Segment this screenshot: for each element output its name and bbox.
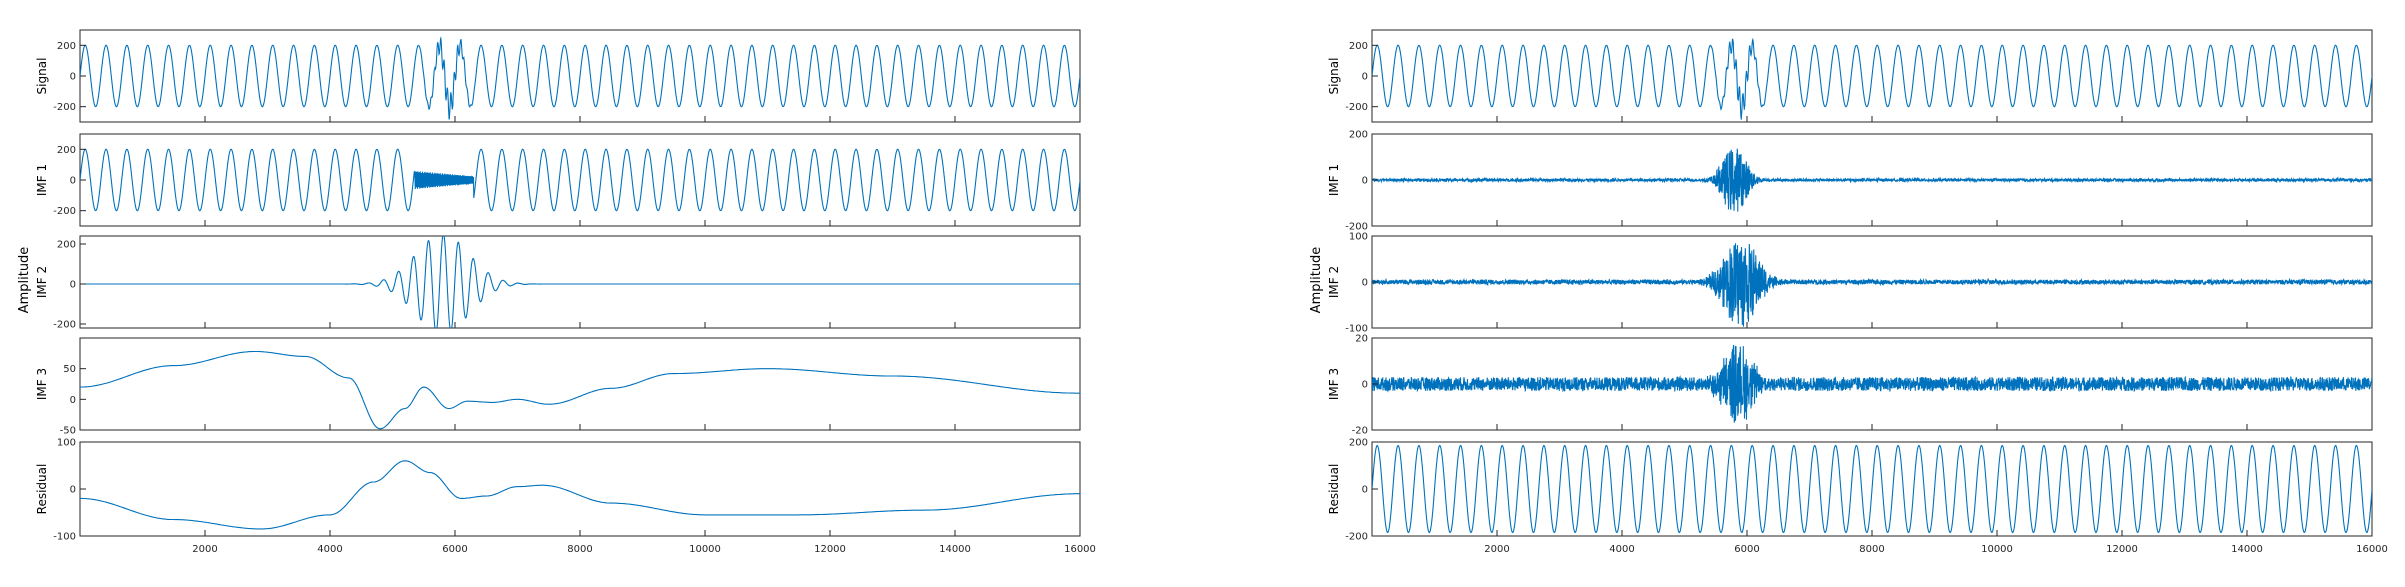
x-tick-label: 16000 [1064, 544, 1096, 555]
y-tick-label: 100 [57, 438, 76, 449]
axes-box [79, 441, 1081, 537]
x-tick-label: 10000 [689, 544, 721, 555]
x-tick-label: 10000 [1981, 544, 2013, 555]
y-tick-label: 200 [1349, 41, 1368, 52]
series-line [80, 148, 1080, 212]
left-shared-ylabel: Amplitude [17, 247, 32, 314]
x-tick-label: 12000 [814, 544, 846, 555]
subplot-ylabel: IMF 3 [35, 368, 49, 400]
series-line [1372, 148, 2372, 212]
subplot-ylabel: IMF 2 [35, 266, 49, 298]
y-tick-label: -20 [1352, 426, 1368, 437]
series-line [80, 460, 1080, 530]
y-tick-label: 0 [1362, 485, 1368, 496]
y-tick-label: 0 [1362, 380, 1368, 391]
subplot-4: -50 0 50 IMF 3 [35, 337, 1081, 437]
subplot-ylabel: IMF 1 [35, 164, 49, 196]
y-tick-label: 200 [1349, 130, 1368, 141]
y-tick-label: 20 [1355, 334, 1368, 345]
series-line [80, 36, 1080, 120]
x-tick-label: 2000 [1484, 544, 1509, 555]
subplot-2: -200 0 200 IMF 1 [35, 133, 1081, 227]
subplot-5: -100 0 100 Residual 2000 4000 6000 8000 10000 120… [35, 438, 1096, 556]
subplot-ylabel: Residual [1327, 464, 1341, 515]
series-line [1372, 344, 2372, 423]
y-tick-label: 200 [57, 145, 76, 156]
x-tick-label: 8000 [567, 544, 592, 555]
y-tick-label: 200 [1349, 438, 1368, 449]
subplot-3: -100 0 100 IMF 2 [1327, 232, 2373, 335]
y-tick-label: -200 [53, 320, 76, 331]
x-tick-label: 6000 [442, 544, 467, 555]
y-tick-label: 50 [63, 364, 76, 375]
axes-box [79, 337, 1081, 431]
subplot-ylabel: Signal [1327, 58, 1341, 95]
y-tick-label: -200 [1345, 102, 1368, 113]
x-tick-label: 4000 [1609, 544, 1634, 555]
y-tick-label: -100 [53, 532, 76, 543]
y-tick-label: 0 [70, 485, 76, 496]
subplot-3: -200 0 200 IMF 2 [35, 235, 1081, 331]
y-tick-label: -100 [1345, 324, 1368, 335]
axes-box [79, 235, 1081, 329]
x-tick-label: 14000 [2231, 544, 2263, 555]
series-line [1372, 444, 2372, 534]
x-tick-label: 14000 [939, 544, 971, 555]
series-line [1372, 243, 2372, 327]
y-tick-label: 0 [70, 72, 76, 83]
y-tick-label: -50 [60, 426, 76, 437]
subplot-1: -200 0 200 Signal [35, 29, 1081, 123]
y-tick-label: -200 [53, 206, 76, 217]
series-line [80, 236, 1080, 328]
subplot-5: -200 0 200 Residual 2000 4000 6000 8000 10000 120… [1327, 438, 2388, 556]
x-tick-label: 4000 [317, 544, 342, 555]
x-tick-label: 2000 [192, 544, 217, 555]
series-line [1372, 37, 2372, 120]
y-tick-label: 0 [70, 176, 76, 187]
subplot-ylabel: IMF 3 [1327, 368, 1341, 400]
y-tick-label: -200 [53, 102, 76, 113]
subplot-ylabel: Signal [35, 58, 49, 95]
subplot-ylabel: IMF 2 [1327, 266, 1341, 298]
y-tick-label: -200 [1345, 532, 1368, 543]
subplot-4: -20 0 20 IMF 3 [1327, 334, 2373, 437]
y-tick-label: 100 [1349, 232, 1368, 243]
subplot-1: -200 0 200 Signal [1327, 29, 2373, 123]
subplot-ylabel: Residual [35, 464, 49, 515]
y-tick-label: -200 [1345, 222, 1368, 233]
x-tick-label: 12000 [2106, 544, 2138, 555]
y-tick-label: 200 [57, 41, 76, 52]
y-tick-label: 0 [70, 280, 76, 291]
right-shared-ylabel: Amplitude [1309, 247, 1324, 314]
y-tick-label: 0 [1362, 278, 1368, 289]
y-tick-label: 0 [70, 395, 76, 406]
subplot-2: -200 0 200 IMF 1 [1327, 130, 2373, 233]
x-tick-label: 8000 [1859, 544, 1884, 555]
y-tick-label: 200 [57, 240, 76, 251]
series-line [80, 350, 1080, 430]
x-tick-label: 16000 [2356, 544, 2388, 555]
x-tick-label: 6000 [1734, 544, 1759, 555]
y-tick-label: 0 [1362, 72, 1368, 83]
y-tick-label: 0 [1362, 176, 1368, 187]
subplot-ylabel: IMF 1 [1327, 164, 1341, 196]
